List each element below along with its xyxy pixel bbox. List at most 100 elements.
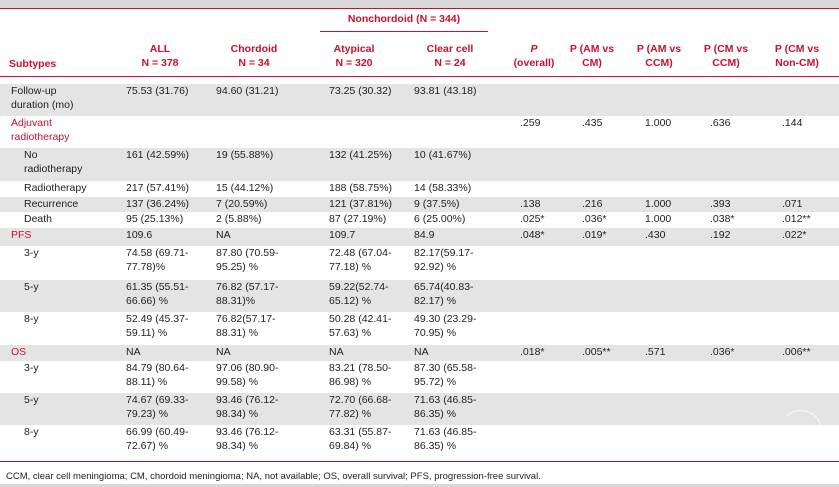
p-value-cell: .048* <box>520 229 545 241</box>
all-cell: 137 (36.24%) <box>126 198 190 210</box>
row-stripe <box>0 345 839 361</box>
clear-cell: 71.63 (46.85- 86.35) % <box>414 394 477 420</box>
atypical-cell: 73.25 (30.32) <box>329 85 392 97</box>
clear-cell: 82.17(59.17- 92.92) % <box>414 247 474 273</box>
chordoid-cell: 2 (5.88%) <box>216 213 262 225</box>
p-value-cell: .038* <box>710 213 735 225</box>
atypical-cell: 87 (27.19%) <box>329 213 387 225</box>
clear-cell: 6 (25.00%) <box>414 213 466 225</box>
p-value-cell: .006** <box>782 346 811 358</box>
all-cell: 84.79 (80.64- 88.11) % <box>126 362 189 388</box>
row-label: 5-y <box>24 394 39 406</box>
clear-cell: 84.9 <box>414 229 435 241</box>
row-label: 3-y <box>24 247 39 259</box>
atypical-cell: 109.7 <box>329 229 356 241</box>
p-value-cell: .138 <box>520 198 541 210</box>
chordoid-cell: 7 (20.59%) <box>216 198 268 210</box>
row-stripe <box>0 148 839 181</box>
atypical-cell: 188 (58.75%) <box>329 182 393 194</box>
table-top-rule <box>0 8 839 9</box>
p-value-cell: 1.000 <box>645 198 672 210</box>
chordoid-header: Chordoid N = 34 <box>230 43 278 69</box>
bottom-bar <box>0 484 839 487</box>
clear-cell: 93.81 (43.18) <box>414 85 477 97</box>
p-value-cell: .144 <box>782 117 803 129</box>
all-cell: 217 (57.41%) <box>126 182 190 194</box>
atypical-cell: 59.22(52.74- 65.12) % <box>329 281 389 307</box>
clear-cell: 14 (58.33%) <box>414 182 472 194</box>
p-cm-noncm-header: P (CM vs Non-CM) <box>774 43 820 69</box>
chordoid-cell: 97.06 (80.90- 99.58) % <box>216 362 279 388</box>
p-value-cell: .019* <box>582 229 607 241</box>
atypical-cell: 132 (41.25%) <box>329 149 393 161</box>
atypical-cell: NA <box>329 346 344 358</box>
p-value-cell: .025* <box>520 213 545 225</box>
p-value-cell: .022* <box>782 229 807 241</box>
all-cell: 61.35 (55.51- 66.66) % <box>126 281 189 307</box>
clear-cell: 9 (37.5%) <box>414 198 460 210</box>
all-cell: 109.6 <box>126 229 153 241</box>
row-label: Death <box>24 213 53 225</box>
row-stripe <box>0 228 839 246</box>
atypical-cell: 83.21 (78.50- 86.98) % <box>329 362 392 388</box>
atypical-cell: 72.48 (67.04- 77.18) % <box>329 247 392 273</box>
p-value-cell: .636 <box>710 117 731 129</box>
p-value-cell: .005** <box>582 346 611 358</box>
p-value-cell: .216 <box>582 198 603 210</box>
clear-cell: 71.63 (46.85- 86.35) % <box>414 426 477 452</box>
p-value-cell: .192 <box>710 229 731 241</box>
all-header: ALL N = 378 <box>141 43 179 69</box>
p-cm-ccm-header: P (CM vs CCM) <box>703 43 749 69</box>
p-value-cell: .435 <box>582 117 603 129</box>
nonchordoid-group-header: Nonchordoid (N = 344) <box>347 13 461 25</box>
atypical-cell: 72.70 (66.68- 77.82) % <box>329 394 392 420</box>
row-stripe <box>0 197 839 212</box>
header-bottom-rule <box>0 76 839 77</box>
chordoid-cell: 76.82(57.17- 88.31) % <box>216 313 276 339</box>
all-cell: 75.53 (31.76) <box>126 85 189 97</box>
p-value-cell: .036* <box>710 346 735 358</box>
row-label: 3-y <box>24 362 39 374</box>
row-label: 8-y <box>24 426 39 438</box>
row-label: 8-y <box>24 313 39 325</box>
p-am-ccm-header: P (AM vs CCM) <box>636 43 682 69</box>
p-value-cell: .571 <box>645 346 666 358</box>
chordoid-cell: 93.46 (76.12- 98.34) % <box>216 426 279 452</box>
all-cell: 161 (42.59%) <box>126 149 190 161</box>
p-value-cell: 1.000 <box>645 117 672 129</box>
p-value-cell: .430 <box>645 229 666 241</box>
subtypes-header: Subtypes <box>9 58 57 70</box>
p-value-cell: .012** <box>782 213 811 225</box>
row-label: Recurrence <box>24 198 79 210</box>
clear-cell: 65.74(40.83- 82.17) % <box>414 281 474 307</box>
chordoid-cell: NA <box>216 346 231 358</box>
row-label: PFS <box>11 229 32 241</box>
row-stripe <box>0 84 839 116</box>
p-value-cell: .259 <box>520 117 541 129</box>
chordoid-cell: 15 (44.12%) <box>216 182 274 194</box>
all-cell: 95 (25.13%) <box>126 213 184 225</box>
row-label: OS <box>11 346 27 358</box>
clear-cell: 87.30 (65.58- 95.72) % <box>414 362 477 388</box>
all-cell: 74.67 (69.33- 79.23) % <box>126 394 189 420</box>
row-label: No radiotherapy <box>24 149 83 175</box>
table-bottom-rule <box>0 461 839 462</box>
chordoid-cell: 93.46 (76.12- 98.34) % <box>216 394 279 420</box>
nonchordoid-group-rule <box>320 31 488 32</box>
all-cell: 74.58 (69.71- 77.78)% <box>126 247 189 273</box>
p-value-cell: .036* <box>582 213 607 225</box>
p-am-cm-header: P (AM vs CM) <box>569 43 615 69</box>
clear-cell: NA <box>414 346 429 358</box>
p-overall-header: P (overall) <box>513 43 555 69</box>
all-cell: NA <box>126 346 141 358</box>
p-value-cell: 1.000 <box>645 213 672 225</box>
row-stripe <box>0 280 839 312</box>
chordoid-cell: 19 (55.88%) <box>216 149 274 161</box>
all-cell: 66.99 (60.49- 72.67) % <box>126 426 189 452</box>
all-cell: 52.49 (45.37- 59.11) % <box>126 313 189 339</box>
clear-cell: 10 (41.67%) <box>414 149 472 161</box>
chordoid-cell: 76.82 (57.17- 88.31)% <box>216 281 279 307</box>
chordoid-cell: NA <box>216 229 231 241</box>
clear-cell-header: Clear cell N = 24 <box>426 43 474 69</box>
row-label: Follow-up duration (mo) <box>11 85 74 111</box>
